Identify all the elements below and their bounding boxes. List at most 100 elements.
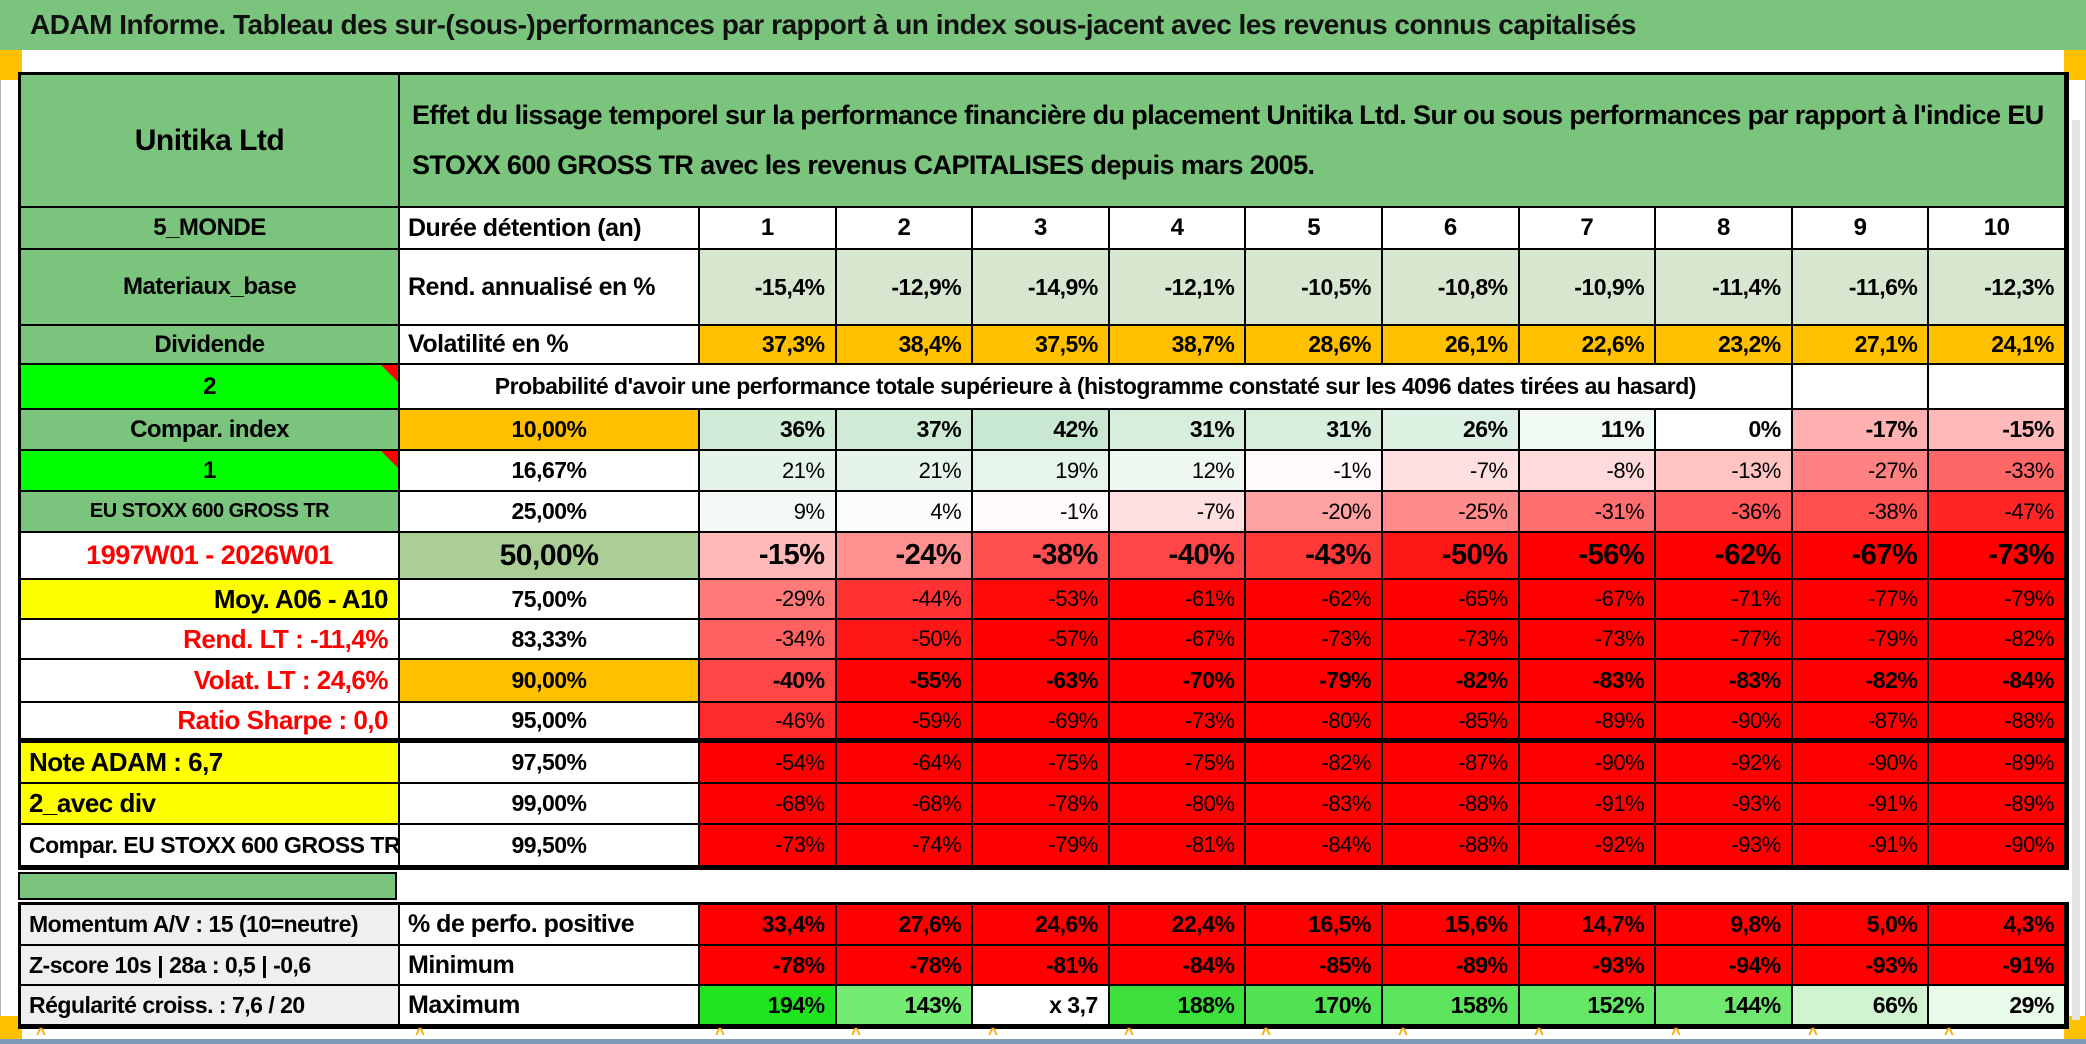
data-cell[interactable]: -29% [700,580,837,620]
threshold-cell[interactable]: 50,00% [400,533,700,580]
data-cell[interactable]: 144% [1656,986,1793,1026]
probability-caption-cell[interactable]: Probabilité d'avoir une performance tota… [400,365,1793,410]
data-cell[interactable]: -89% [1519,703,1657,743]
data-cell[interactable]: 24,6% [973,905,1110,946]
data-cell[interactable]: -13% [1656,451,1793,492]
column-header-cell[interactable]: 6 [1382,208,1520,250]
threshold-cell[interactable]: 95,00% [400,703,700,743]
data-cell[interactable]: 26% [1382,410,1520,451]
data-cell[interactable]: -71% [1656,580,1793,620]
column-header-cell[interactable]: 4 [1109,208,1247,250]
metric-cell[interactable]: % de perfo. positive [400,905,700,946]
data-cell[interactable]: 188% [1109,986,1247,1026]
data-cell[interactable]: -10,5% [1246,250,1383,326]
data-cell[interactable]: -67% [1792,533,1930,580]
data-cell[interactable]: -73% [1109,703,1247,743]
data-cell[interactable]: 38,7% [1109,326,1247,365]
metric-cell[interactable]: Maximum [400,986,700,1026]
data-cell[interactable]: -46% [700,703,837,743]
row-label-cell[interactable]: Volat. LT : 24,6% [21,660,400,703]
row-label-cell[interactable]: 2_avec div [21,784,400,825]
data-cell[interactable]: 21% [700,451,837,492]
data-cell[interactable]: -43% [1246,533,1383,580]
data-cell[interactable]: -69% [973,703,1110,743]
data-cell[interactable]: 33,4% [700,905,837,946]
data-cell[interactable]: -31% [1519,492,1657,533]
data-cell[interactable]: -12,3% [1929,250,2066,326]
threshold-cell[interactable]: 16,67% [400,451,700,492]
data-cell[interactable]: -75% [973,743,1110,784]
data-cell[interactable]: -87% [1792,703,1930,743]
data-cell[interactable]: -1% [1246,451,1383,492]
data-cell[interactable]: 22,6% [1519,326,1657,365]
data-cell[interactable]: -11,6% [1792,250,1930,326]
data-cell[interactable]: -84% [1246,825,1383,867]
data-cell[interactable]: 143% [836,986,974,1026]
data-cell[interactable]: -83% [1519,660,1657,703]
data-cell[interactable]: -78% [700,946,837,986]
row-label-cell[interactable]: 1 [21,451,400,492]
data-cell[interactable]: 37,5% [973,326,1110,365]
data-cell[interactable]: -93% [1519,946,1657,986]
data-cell[interactable]: 27,6% [836,905,974,946]
data-cell[interactable]: -63% [973,660,1110,703]
data-cell[interactable]: -77% [1792,580,1930,620]
data-cell[interactable]: 9% [700,492,837,533]
row-label-cell[interactable]: Note ADAM : 6,7 [21,743,400,784]
data-cell[interactable]: 42% [973,410,1110,451]
data-cell[interactable]: -84% [1929,660,2066,703]
data-cell[interactable]: -1% [973,492,1110,533]
data-cell[interactable]: -91% [1792,825,1930,867]
data-cell[interactable]: -74% [836,825,974,867]
data-cell[interactable]: -62% [1656,533,1793,580]
data-cell[interactable]: -89% [1929,743,2066,784]
data-cell[interactable]: -73% [1929,533,2066,580]
data-cell[interactable]: -15,4% [700,250,837,326]
data-cell[interactable]: -55% [836,660,974,703]
company-cell[interactable]: Unitika Ltd [21,75,400,208]
empty-cell[interactable] [1929,365,2066,410]
row-label-cell[interactable]: Rend. LT : -11,4% [21,620,400,660]
row-label-cell[interactable]: Z-score 10s | 28a : 0,5 | -0,6 [21,946,400,986]
spacer-cell[interactable] [18,872,397,900]
data-cell[interactable]: -93% [1656,784,1793,825]
data-cell[interactable]: 66% [1792,986,1930,1026]
row-label-cell[interactable]: Ratio Sharpe : 0,0 [21,703,400,743]
row-label-cell[interactable]: 2 [21,365,400,410]
data-cell[interactable]: -90% [1656,703,1793,743]
data-cell[interactable]: -73% [1382,620,1520,660]
data-cell[interactable]: 15,6% [1382,905,1520,946]
column-header-cell[interactable]: 9 [1792,208,1930,250]
data-cell[interactable]: 194% [700,986,837,1026]
data-cell[interactable]: -70% [1109,660,1247,703]
data-cell[interactable]: -68% [836,784,974,825]
data-cell[interactable]: -80% [1109,784,1247,825]
data-cell[interactable]: -73% [1519,620,1657,660]
data-cell[interactable]: -50% [1382,533,1520,580]
data-cell[interactable]: -88% [1929,703,2066,743]
row-label-cell[interactable]: 1997W01 - 2026W01 [21,533,400,580]
data-cell[interactable]: -88% [1382,825,1520,867]
data-cell[interactable]: -89% [1382,946,1520,986]
data-cell[interactable]: -93% [1656,825,1793,867]
data-cell[interactable]: -82% [1246,743,1383,784]
data-cell[interactable]: -40% [700,660,837,703]
data-cell[interactable]: -15% [700,533,837,580]
data-cell[interactable]: -20% [1246,492,1383,533]
data-cell[interactable]: -12,1% [1109,250,1247,326]
data-cell[interactable]: -83% [1656,660,1793,703]
data-cell[interactable]: -79% [1929,580,2066,620]
data-cell[interactable]: -11,4% [1656,250,1793,326]
data-cell[interactable]: -57% [973,620,1110,660]
data-cell[interactable]: -94% [1656,946,1793,986]
data-cell[interactable]: -67% [1109,620,1247,660]
data-cell[interactable]: 37% [836,410,974,451]
data-cell[interactable]: -85% [1246,946,1383,986]
data-cell[interactable]: -50% [836,620,974,660]
row-label-cell[interactable]: Dividende [21,326,400,365]
data-cell[interactable]: -78% [973,784,1110,825]
data-cell[interactable]: -91% [1929,946,2066,986]
description-cell[interactable]: Effet du lissage temporel sur la perform… [400,75,2066,208]
data-cell[interactable]: -59% [836,703,974,743]
data-cell[interactable]: 38,4% [836,326,974,365]
